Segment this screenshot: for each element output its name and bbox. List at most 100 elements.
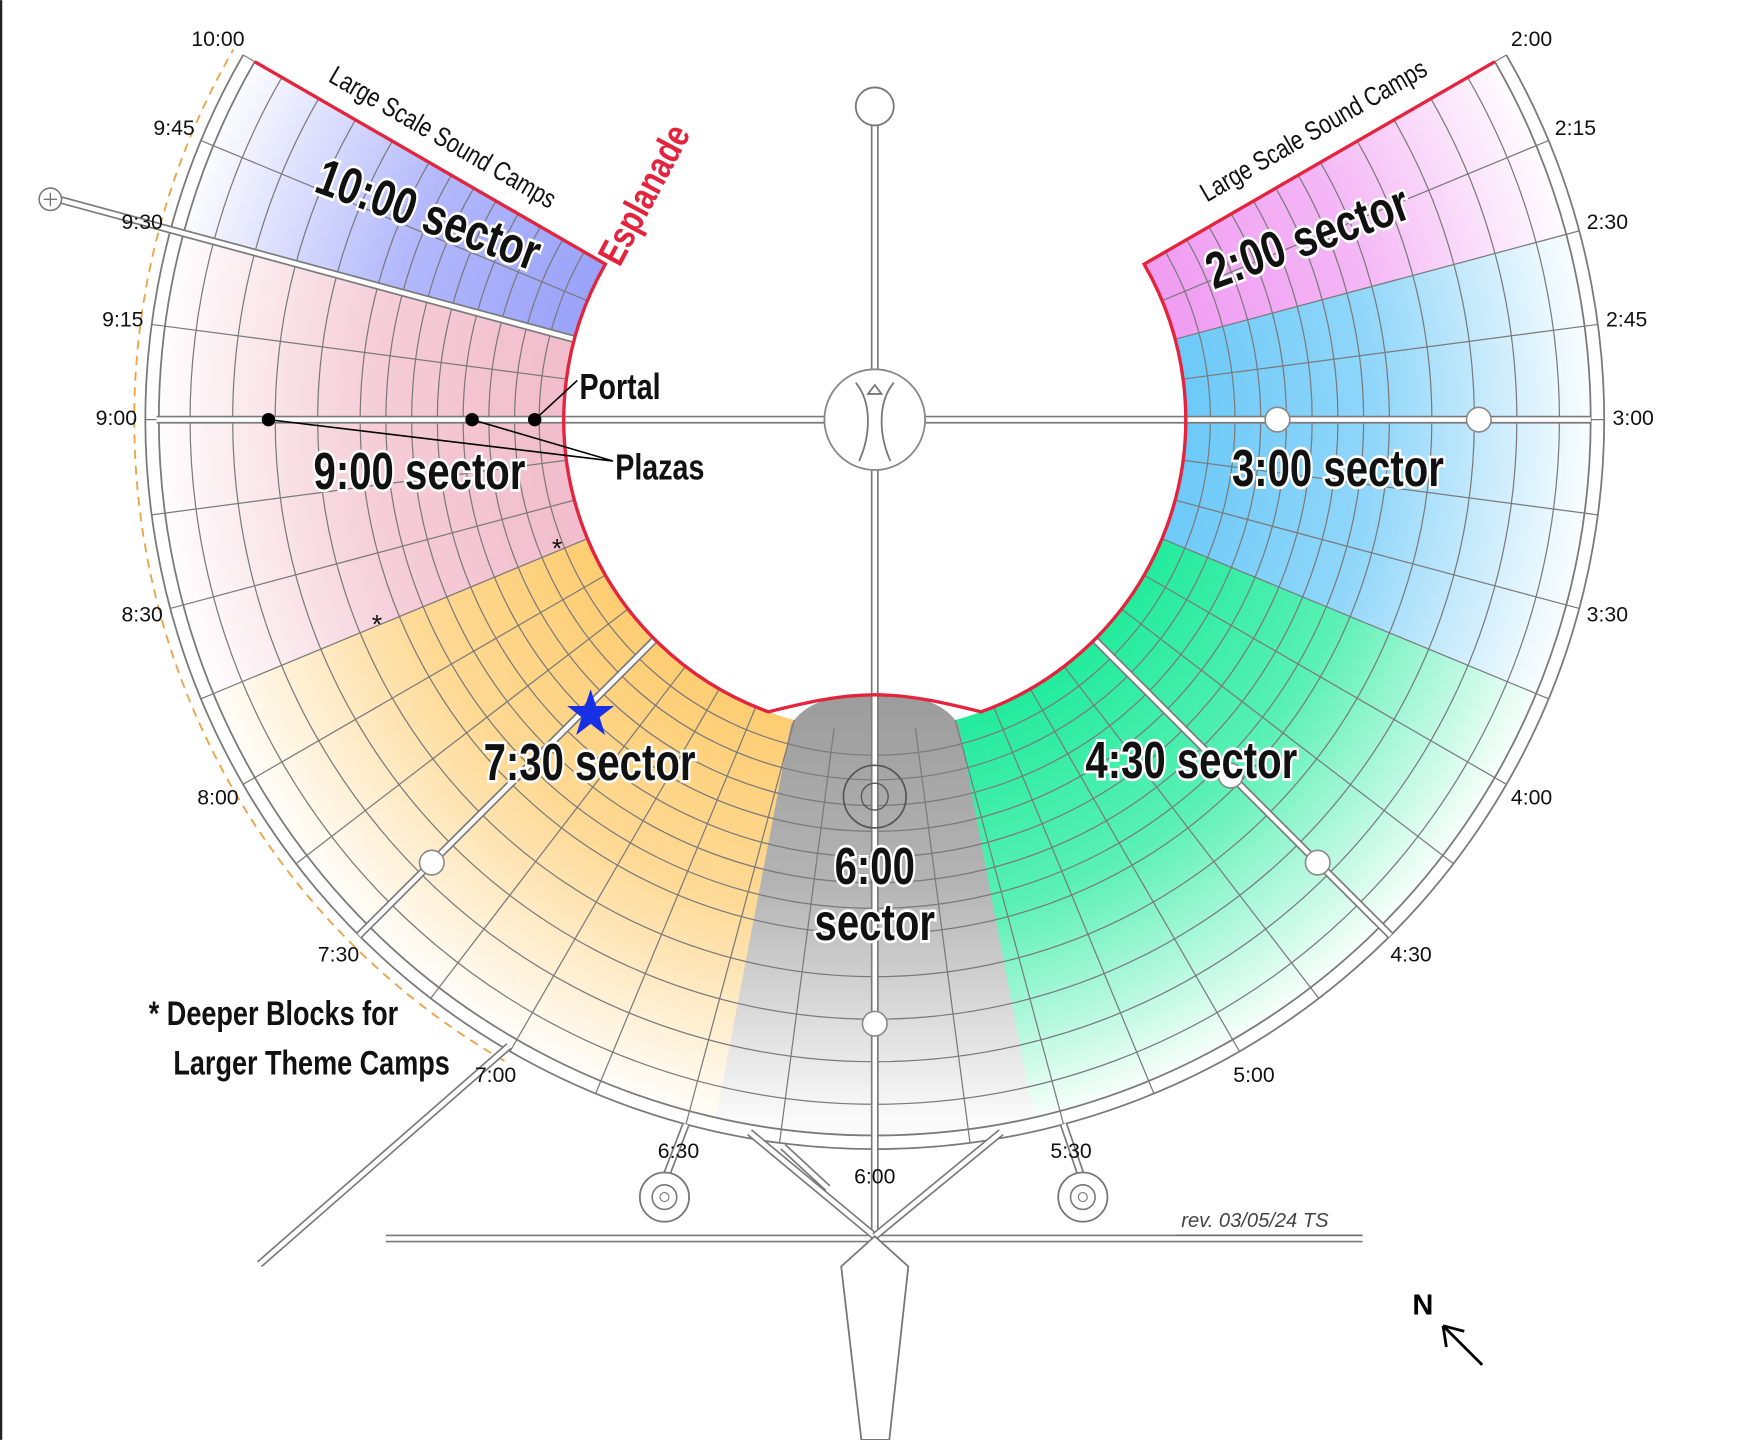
frame-edge [0, 0, 3, 1440]
gate-road [840, 1235, 910, 1440]
outer-boundary [133, 48, 505, 1062]
radial-street [914, 727, 971, 1143]
clock-label: 7:30 [318, 943, 359, 967]
radial-street [1174, 230, 1580, 340]
blue-star [567, 689, 615, 736]
clock-label: 10:00 [191, 27, 244, 51]
legend-line: * Deeper Blocks for [149, 994, 398, 1033]
road [781, 1145, 830, 1190]
road [1061, 1123, 1085, 1182]
sector-area [874, 538, 1537, 1136]
legend-line: Larger Theme Camps [173, 1043, 449, 1082]
clock-label: 5:30 [1050, 1139, 1091, 1163]
gate-circle-dot [659, 1192, 670, 1203]
clock-label: 8:30 [121, 603, 162, 627]
plaza [418, 849, 445, 876]
clock-label: 9:15 [102, 307, 143, 331]
clock-label: 6:00 [854, 1165, 895, 1189]
radial-street [1143, 574, 1507, 785]
road [1093, 637, 1393, 937]
radial-street [595, 706, 757, 1094]
radial-street [954, 719, 1065, 1125]
gate-circle-inner [651, 1184, 678, 1211]
gate-circle-dot [1077, 1192, 1088, 1203]
clock-label: 3:00 [1613, 406, 1654, 430]
esplanade-line [253, 60, 1496, 714]
north-label: N [1412, 1289, 1433, 1321]
radial-street [242, 574, 606, 785]
radial-street [295, 608, 629, 865]
clock-label: 9:30 [121, 210, 162, 234]
radial-street [1029, 688, 1240, 1052]
sector-area [1162, 234, 1591, 694]
road [57, 197, 575, 342]
clock-label: 5:00 [1233, 1063, 1274, 1087]
center-camp [842, 764, 907, 829]
sector-label: 7:30 sector [484, 733, 696, 791]
temple [854, 86, 895, 127]
sector-label: 6:00 [835, 837, 915, 895]
deeper-block-marker: * [372, 610, 383, 640]
road [357, 637, 657, 937]
the-man [823, 368, 926, 471]
clock-label: 2:00 [1511, 27, 1552, 51]
radial-street [170, 499, 575, 610]
revision-label: rev. 03/05/24 TS [1181, 1210, 1329, 1232]
plaza-dot [465, 412, 479, 427]
gate-circle [638, 1171, 690, 1223]
man-figure [855, 382, 895, 462]
esplanade-label: Esplanade [590, 118, 699, 272]
radial-street [1182, 323, 1598, 380]
road [873, 1130, 1003, 1238]
road [258, 1044, 511, 1266]
radial-street [685, 719, 795, 1125]
clock-label: 4:00 [1511, 785, 1552, 809]
plaza [1264, 406, 1291, 433]
radial-street [200, 139, 588, 302]
clock-label: 4:30 [1390, 943, 1431, 967]
clock-label: 9:45 [153, 116, 194, 140]
sector-label: 9:00 sector [314, 442, 526, 500]
clock-label: 8:00 [197, 785, 238, 809]
portal-label: Portal [579, 367, 660, 407]
road [748, 1130, 877, 1238]
plazas-label: Plazas [615, 447, 704, 487]
sector-area [1144, 61, 1567, 340]
plaza [861, 1010, 888, 1037]
radial-street [151, 323, 567, 380]
radial-street [509, 688, 720, 1052]
clock-label: 7:00 [475, 1063, 516, 1087]
radial-street [1121, 608, 1454, 865]
radial-street [151, 459, 567, 516]
leader-line [268, 379, 614, 462]
radial-street [1182, 459, 1598, 516]
clock-label: 2:30 [1587, 210, 1628, 234]
clock-label: 6:30 [658, 1139, 699, 1163]
radial-street [778, 727, 835, 1143]
sector-label: 3:00 sector [1232, 439, 1444, 497]
clock-label: 2:15 [1555, 116, 1596, 140]
gate-circle-inner [1069, 1184, 1096, 1211]
sector-label: sector [815, 893, 935, 951]
gate-circle [1057, 1171, 1109, 1223]
sector-area [183, 61, 606, 340]
radial-street [993, 706, 1155, 1094]
deeper-block-marker: * [552, 534, 563, 564]
radial-street [1174, 499, 1580, 610]
north-arrow [1441, 1324, 1484, 1366]
plaza [1465, 406, 1492, 433]
clock-label: 2:45 [1606, 307, 1647, 331]
radial-street [1063, 665, 1320, 999]
radial-street [200, 538, 588, 700]
clock-label: 3:30 [1587, 603, 1628, 627]
target-cross [43, 192, 58, 206]
radial-street [430, 665, 686, 999]
radial-street [1161, 538, 1549, 700]
plaza [1217, 762, 1244, 789]
sector-label: 4:30 sector [1085, 731, 1297, 789]
plaza [1304, 849, 1331, 876]
sector-area [158, 234, 588, 694]
center-camp-inner [860, 782, 889, 811]
